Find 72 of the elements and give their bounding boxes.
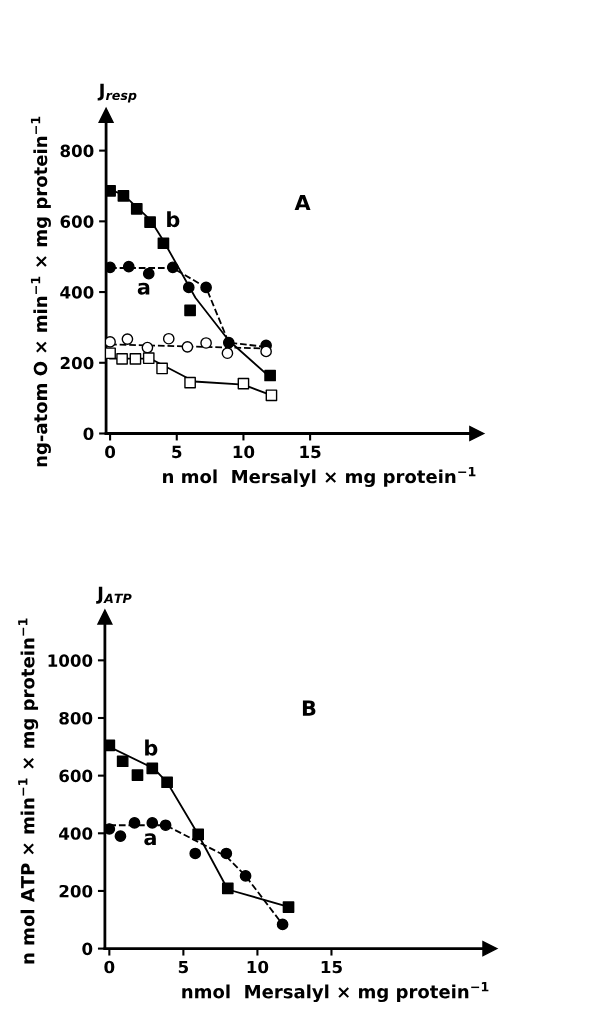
x-tick-label: 10 (247, 960, 269, 974)
point (200, 281, 212, 294)
point (146, 762, 159, 775)
point (276, 918, 289, 931)
point (131, 769, 144, 781)
annotation: A (294, 194, 311, 211)
point (192, 828, 205, 841)
y-tick-label: 600 (60, 215, 94, 228)
point (237, 377, 250, 390)
y-tick-label: 600 (59, 769, 93, 783)
point (156, 362, 168, 375)
x-tick-label: 10 (233, 445, 255, 459)
point (239, 870, 252, 882)
point (222, 336, 235, 349)
point (106, 185, 116, 197)
annotation: a (137, 282, 150, 295)
point (121, 333, 134, 345)
y-tick-label: 400 (59, 827, 93, 840)
point (116, 755, 129, 768)
text: J$_{ATP}$ (96, 586, 132, 604)
point (122, 260, 135, 273)
y-tick-label: 0 (82, 942, 93, 956)
point (265, 389, 278, 402)
point (184, 376, 196, 389)
annotation: b (167, 211, 180, 228)
point (182, 281, 195, 294)
x-axis-title: nmol Mersalyl × mg protein$^{−1}$ (182, 982, 489, 1003)
x-axis-title: n mol Mersalyl × mg protein$^{−1}$ (163, 466, 476, 488)
y-tick-label: 200 (59, 884, 93, 898)
annotation: B (302, 700, 316, 716)
point (161, 776, 173, 789)
point (142, 267, 155, 280)
point (264, 369, 276, 382)
point (282, 901, 295, 913)
point (146, 817, 159, 829)
point (162, 332, 175, 345)
y-tick-label: 1000 (48, 654, 93, 667)
point (116, 353, 128, 365)
point (141, 341, 154, 354)
x-tick-label: 15 (300, 445, 321, 459)
point (200, 337, 212, 349)
y-tick-label: 400 (60, 286, 94, 299)
point (129, 353, 142, 365)
x-tick-label: 15 (321, 960, 342, 974)
point (166, 261, 179, 274)
y-axis-title: n mol ATP × min$^{−1}$ × mg protein$^{−1}$ (18, 618, 39, 964)
x-tick-label: 5 (172, 445, 182, 459)
y-tick-label: 0 (83, 427, 94, 441)
point (114, 830, 127, 843)
point (157, 237, 170, 250)
point (221, 347, 234, 360)
point (144, 216, 156, 228)
point (181, 341, 194, 353)
x-tick-label: 0 (105, 445, 116, 459)
text: J$_{resp}$ (97, 83, 137, 103)
point (220, 847, 233, 860)
y-tick-label: 800 (60, 144, 94, 158)
x-tick-label: 5 (178, 960, 189, 974)
point (128, 817, 141, 829)
point (117, 190, 130, 202)
annotation: a (144, 833, 156, 846)
y-tick-label: 200 (60, 356, 94, 370)
point (221, 882, 234, 895)
y-axis-title: ng-atom O × min$^{−1}$ × mg protein$^{−1}$ (30, 116, 51, 467)
annotation: b (145, 739, 158, 756)
point (159, 819, 172, 832)
point (184, 304, 196, 317)
x-tick-label: 0 (104, 960, 115, 974)
point (142, 352, 155, 365)
point (130, 203, 143, 215)
point (189, 847, 202, 860)
y-tick-label: 800 (59, 711, 93, 725)
